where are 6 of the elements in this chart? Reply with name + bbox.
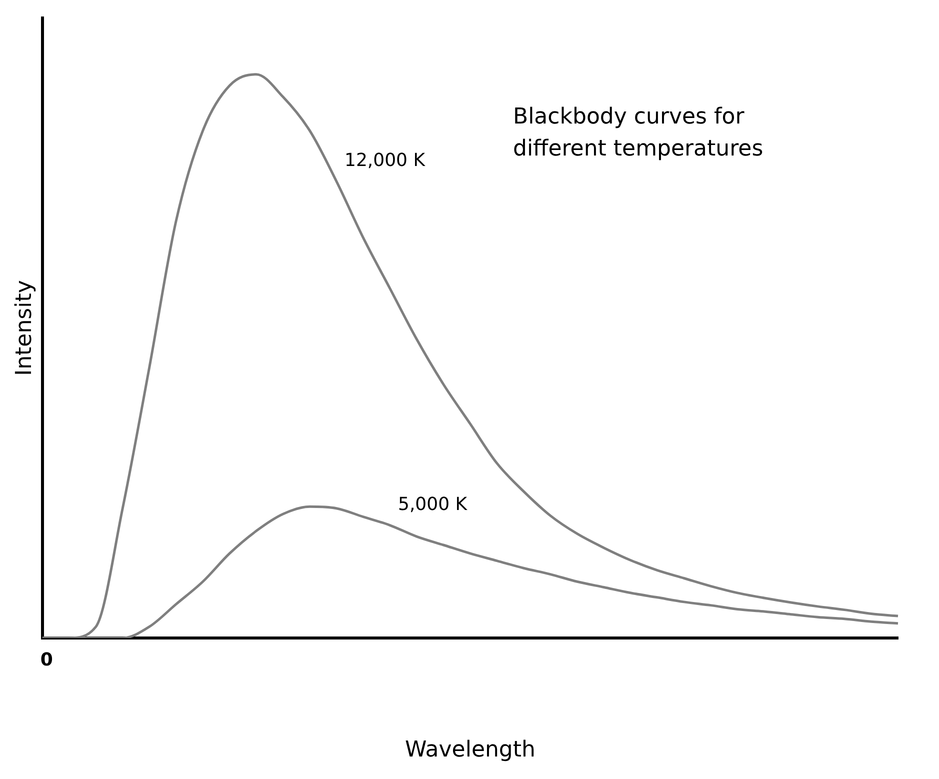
- annotation: Blackbody curves for different temperatures: [512, 104, 764, 162]
- series-label: 5,000 K: [398, 494, 468, 515]
- x-axis-title: Wavelength: [404, 738, 536, 763]
- y-axis-title: Intensity: [12, 280, 37, 376]
- text: 0: [40, 650, 53, 671]
- series-label: 12,000 K: [344, 150, 426, 172]
